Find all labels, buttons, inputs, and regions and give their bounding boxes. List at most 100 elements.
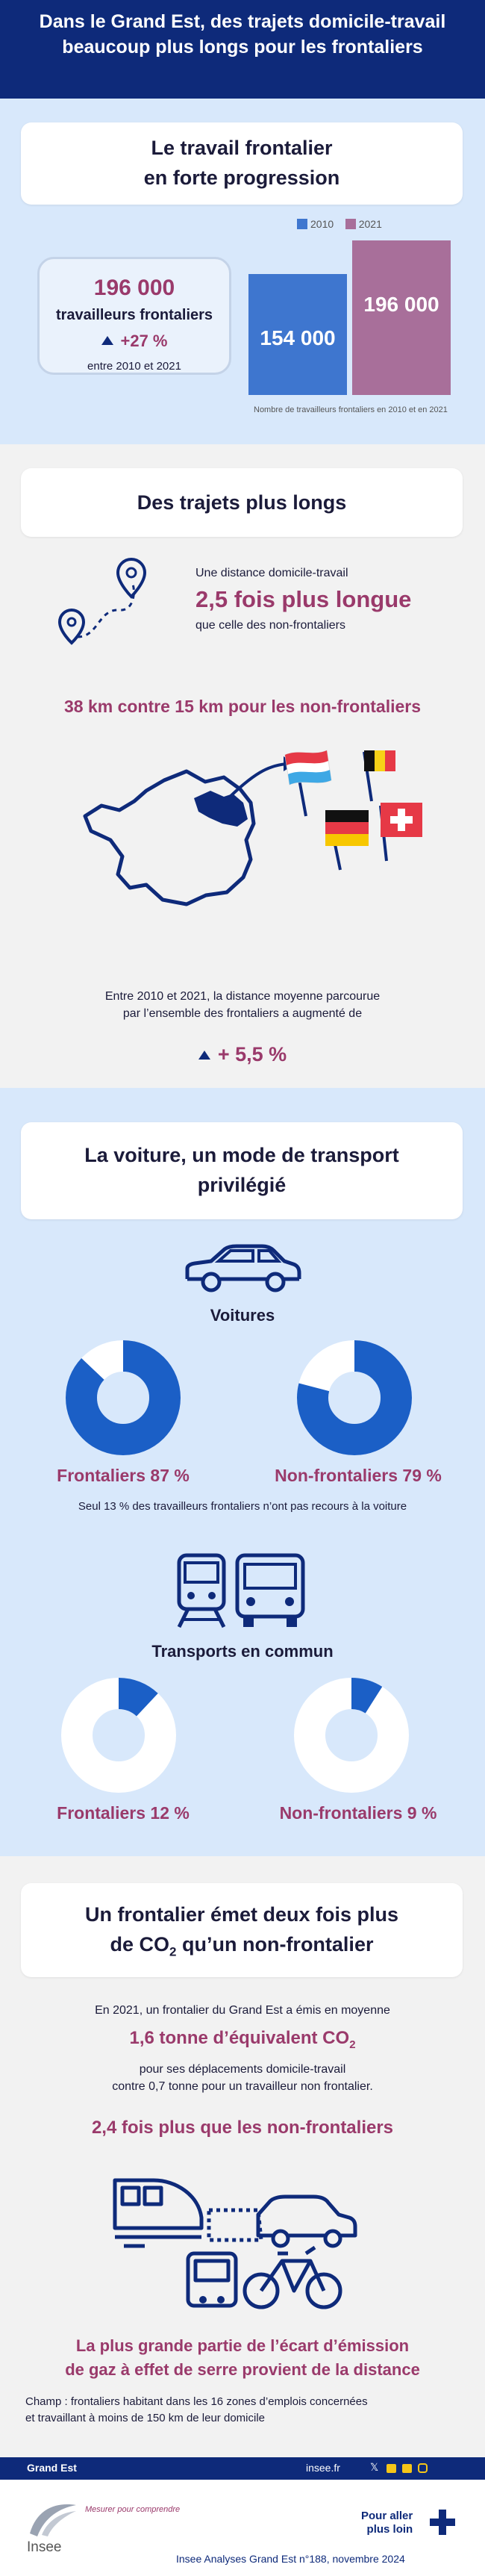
km-compare: 38 km contre 15 km pour les non-frontali… <box>63 697 422 716</box>
section-co2-emissions: Un frontalier émet deux fois plus de CO2… <box>0 1856 485 2457</box>
donut-transit-non-frontaliers <box>294 1678 409 1793</box>
instagram-icon[interactable] <box>418 2463 428 2473</box>
transit-frontaliers-label: Frontaliers 12 % <box>57 1803 190 1823</box>
train-icon <box>177 1553 226 1628</box>
switzerland-flag-icon <box>379 803 422 862</box>
triangle-up-icon <box>198 1051 210 1060</box>
trip-line1: pour ses déplacements domicile-travail <box>139 2063 346 2076</box>
scope-line1: Champ : frontaliers habitant dans les 16… <box>25 2395 368 2408</box>
footer-region: Grand Est <box>27 2462 77 2474</box>
stat-value: 196 000 <box>93 276 175 300</box>
transit-frontaliers-share <box>61 1678 176 1793</box>
stat-label: travailleurs frontaliers <box>55 307 213 323</box>
bar-2021: 196 000 <box>352 240 451 395</box>
x-social-icon[interactable]: 𝕏 <box>370 2461 379 2473</box>
section3-title-card: La voiture, un mode de transport privilé… <box>21 1122 463 1219</box>
bar-2010: 154 000 <box>248 273 347 395</box>
car-non-frontaliers-share <box>297 1340 412 1455</box>
belgium-flag-icon <box>363 750 395 802</box>
transport-modes-icon <box>113 2178 357 2309</box>
evolution-value-row: + 5,5 % <box>0 1043 485 1066</box>
luxembourg-flag-icon <box>284 750 332 817</box>
section-longer-trips: Des trajets plus longs Une distance domi… <box>0 444 485 1088</box>
legend-swatch-2021 <box>345 219 356 229</box>
section-transport-mode: La voiture, un mode de transport privilé… <box>0 1088 485 1856</box>
emission-intro: En 2021, un frontalier du Grand Est a ém… <box>95 2004 390 2017</box>
stat-change: +27 % <box>40 332 229 351</box>
triangle-up-icon <box>101 336 113 345</box>
transit-non-frontaliers-share <box>294 1678 409 1793</box>
evolution-value: + 5,5 % <box>217 1043 287 1065</box>
donut-car-frontaliers <box>66 1340 181 1455</box>
chart-note: Nombre de travailleurs frontaliers en 20… <box>254 405 448 414</box>
section1-title-line2: en forte progression <box>143 167 340 189</box>
footer-bar: Grand Est insee.fr 𝕏 <box>0 2457 485 2480</box>
emission-value-text: 1,6 tonne d’équivalent CO <box>129 2028 350 2048</box>
page-title: Dans le Grand Est, des trajets domicile-… <box>39 11 446 57</box>
distance-compare: que celle des non-frontaliers <box>195 619 346 632</box>
section4-title-co: de CO <box>110 1933 170 1956</box>
section2-title: Des trajets plus longs <box>137 491 347 514</box>
insee-logo-text: Insee <box>27 2539 62 2555</box>
scope-line2: et travaillant à moins de 150 km de leur… <box>25 2412 265 2424</box>
car-icon <box>185 1244 301 1292</box>
evolution-line2: par l’ensemble des frontaliers a augment… <box>122 1007 363 1020</box>
youtube-icon[interactable] <box>387 2464 396 2473</box>
donut-car-non-frontaliers <box>297 1340 412 1455</box>
emission-conclusion: La plus grande partie de l’écart d’émiss… <box>0 2334 485 2382</box>
section4-title-line2: de CO2 qu’un non-frontalier <box>21 1929 463 1967</box>
section3-title-line2: privilégié <box>197 1174 287 1196</box>
chart-legend: 2010 2021 <box>297 218 382 230</box>
distance-intro: Une distance domicile-travail <box>195 567 348 579</box>
germany-flag-icon <box>325 810 369 871</box>
section4-title-card: Un frontalier émet deux fois plus de CO2… <box>21 1883 463 1977</box>
frontier-workers-stat: 196 000 travailleurs frontaliers +27 % e… <box>37 257 231 375</box>
emission-trip: pour ses déplacements domicile-travail c… <box>0 2061 485 2095</box>
more-info-link[interactable]: Pour aller plus loin <box>361 2510 413 2536</box>
scope-note: Champ : frontaliers habitant dans les 16… <box>25 2394 368 2427</box>
plus-icon[interactable] <box>430 2510 455 2535</box>
section4-title-line1: Un frontalier émet deux fois plus <box>84 1903 399 1926</box>
trip-line2: contre 0,7 tonne pour un travailleur non… <box>112 2080 373 2093</box>
section1-title-line1: Le travail frontalier <box>151 137 333 159</box>
evolution-line1: Entre 2010 et 2021, la distance moyenne … <box>104 990 381 1003</box>
legend-label-2010: 2010 <box>310 218 334 230</box>
conclusion-line2: de gaz à effet de serre provient de la d… <box>65 2360 420 2379</box>
stat-period: entre 2010 et 2021 <box>87 360 181 373</box>
footer-site-link[interactable]: insee.fr <box>306 2462 340 2474</box>
car-note: Seul 13 % des travailleurs frontaliers n… <box>78 1500 407 1513</box>
car-non-frontaliers-label: Non-frontaliers 79 % <box>275 1466 442 1485</box>
section3-title-line1: La voiture, un mode de transport <box>84 1144 399 1166</box>
bar-value-2010: 154 000 <box>260 326 336 349</box>
transit-non-frontaliers-label: Non-frontaliers 9 % <box>279 1803 437 1823</box>
emission-value: 1,6 tonne d’équivalent CO2 <box>0 2028 485 2051</box>
distance-ratio: 2,5 fois plus longue <box>195 586 412 612</box>
route-pin-icon <box>57 557 147 645</box>
more-line2: plus loin <box>366 2523 413 2536</box>
distance-block: Une distance domicile-travail 2,5 fois p… <box>195 567 449 632</box>
header-banner: Dans le Grand Est, des trajets domicile-… <box>0 0 485 99</box>
linkedin-icon[interactable] <box>402 2464 412 2473</box>
publication-reference: Insee Analyses Grand Est n°188, novembre… <box>176 2553 405 2565</box>
bus-icon <box>235 1553 305 1627</box>
emission-value-sub: 2 <box>349 2038 356 2051</box>
section4-title-post: qu’un non-frontalier <box>176 1933 374 1956</box>
donut-transit-frontaliers <box>61 1678 176 1793</box>
section-frontier-work: Le travail frontalier en forte progressi… <box>0 99 485 444</box>
evolution-text: Entre 2010 et 2021, la distance moyenne … <box>0 988 485 1022</box>
car-frontaliers-label: Frontaliers 87 % <box>57 1466 190 1485</box>
section1-title-card: Le travail frontalier en forte progressi… <box>21 122 463 205</box>
car-frontaliers-share <box>66 1340 181 1455</box>
emission-ratio: 2,4 fois plus que les non-frontaliers <box>91 2118 394 2138</box>
france-map-icon <box>83 750 422 906</box>
bar-value-2021: 196 000 <box>363 293 439 317</box>
legend-label-2021: 2021 <box>358 218 382 230</box>
section2-title-card: Des trajets plus longs <box>21 468 463 537</box>
legend-swatch-2010 <box>297 219 307 229</box>
insee-tagline: Mesurer pour comprendre <box>85 2505 181 2514</box>
footer: Insee Mesurer pour comprendre Pour aller… <box>0 2480 485 2576</box>
cars-heading: Voitures <box>210 1306 275 1325</box>
conclusion-line1: La plus grande partie de l’écart d’émiss… <box>75 2336 410 2355</box>
section4-title-sub: 2 <box>169 1944 177 1959</box>
